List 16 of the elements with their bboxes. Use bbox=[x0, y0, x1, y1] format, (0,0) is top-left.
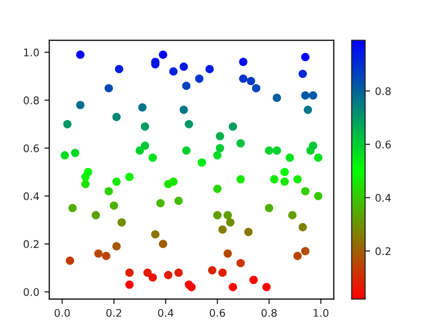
y-tick-label: 0.2 bbox=[24, 240, 39, 248]
x-tick-label: 0.4 bbox=[158, 308, 174, 317]
y-tick-label: 0.8 bbox=[24, 96, 39, 104]
x-tick-label: 0.6 bbox=[210, 308, 226, 317]
color-bar-label: 0.8 bbox=[376, 87, 391, 96]
y-tick-label: 0.0 bbox=[24, 288, 39, 296]
x-tick-label: 1.0 bbox=[314, 308, 328, 317]
color-bar-label: 0.4 bbox=[376, 194, 391, 202]
y-tick-label: 0.4 bbox=[24, 192, 39, 200]
color-bar-label: 0.6 bbox=[376, 140, 391, 148]
y-tick-label: 1.0 bbox=[24, 48, 39, 56]
x-tick-label: 0.8 bbox=[262, 308, 277, 317]
x-tick-label: 0.0 bbox=[54, 308, 70, 317]
color-bar-label: 0.2 bbox=[376, 247, 390, 256]
y-tick-label: 0.6 bbox=[24, 144, 39, 152]
x-tick-label: 0.2 bbox=[106, 308, 122, 317]
